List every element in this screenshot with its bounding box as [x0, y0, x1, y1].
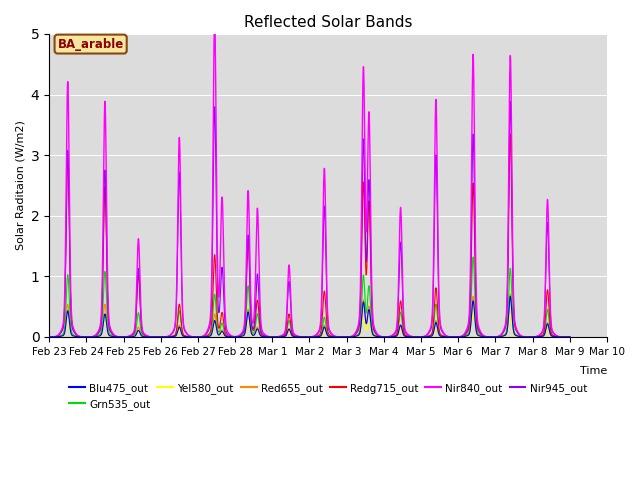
Title: Reflected Solar Bands: Reflected Solar Bands: [244, 15, 412, 30]
Text: Time: Time: [580, 366, 607, 376]
Text: BA_arable: BA_arable: [58, 37, 124, 50]
Legend: Blu475_out, Grn535_out, Yel580_out, Red655_out, Redg715_out, Nir840_out, Nir945_: Blu475_out, Grn535_out, Yel580_out, Red6…: [65, 378, 591, 414]
Y-axis label: Solar Raditaion (W/m2): Solar Raditaion (W/m2): [15, 120, 25, 251]
